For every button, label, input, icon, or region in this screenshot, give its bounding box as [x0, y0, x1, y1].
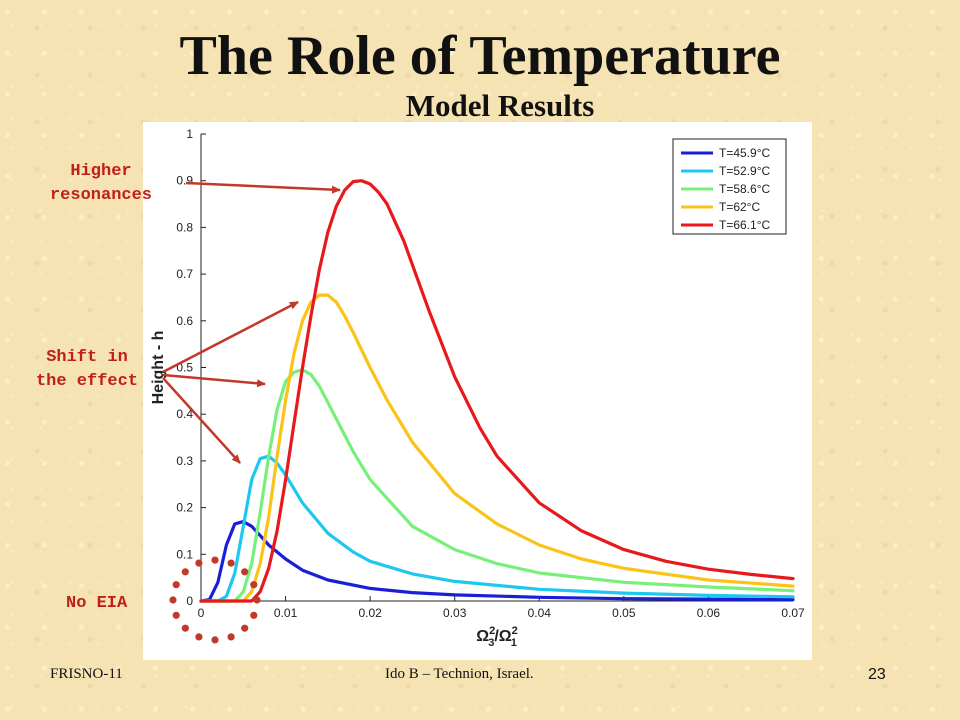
annotation-shift-line1: Shift in: [46, 348, 128, 367]
legend-entry: T=66.1°C: [719, 218, 770, 232]
y-tick-label: 0.3: [176, 454, 193, 468]
y-tick-label: 0.8: [176, 220, 193, 234]
legend-entry: T=62°C: [719, 200, 760, 214]
y-tick-label: 0.5: [176, 361, 193, 375]
annotation-higher-line2: resonances: [49, 186, 153, 205]
series-line-4: [199, 293, 795, 603]
x-tick-label: 0.07: [781, 606, 805, 620]
y-tick-label: 0: [186, 594, 193, 608]
series-line-5: [199, 179, 795, 603]
slide-title: The Role of Temperature: [179, 25, 781, 87]
x-tick-label: 0.06: [697, 606, 721, 620]
legend-entry: T=58.6°C: [719, 182, 770, 196]
x-tick-label: 0.04: [528, 606, 552, 620]
series-line-2: [199, 454, 795, 603]
y-tick-label: 0.2: [176, 501, 193, 515]
series-line-1: [199, 520, 795, 603]
y-tick-label: 1: [186, 127, 193, 141]
x-tick-label: 0.01: [274, 606, 298, 620]
annotation-higher-line1: Higher: [70, 162, 132, 181]
annotation-higher-resonances: Higher resonances: [26, 160, 176, 208]
y-tick-label: 0.9: [176, 174, 193, 188]
legend-entry: T=45.9°C: [719, 146, 770, 160]
footer-author: Ido B – Technion, Israel.: [385, 666, 534, 682]
legend-entry: T=52.9°C: [719, 164, 770, 178]
legend-box: [672, 138, 787, 235]
annotation-shift-effect: Shift in the effect: [12, 346, 162, 394]
x-tick-label: 0.02: [358, 606, 382, 620]
x-tick-label: 0: [198, 606, 205, 620]
footer-conference: FRISNO-11: [50, 666, 123, 682]
slide-subtitle: Model Results: [405, 88, 595, 123]
x-tick-label: 0.03: [443, 606, 467, 620]
y-tick-label: 0.1: [176, 547, 193, 561]
x-axis-label: Ω2 3/Ω2 1: [476, 625, 517, 649]
chart-panel: 0 0.1 0.2 0.3 0.4 0.5 0.6 0.7 0.8 0.9 1 0 0.01 0.02 0.…: [143, 122, 812, 660]
y-tick-label: 0.7: [176, 267, 193, 281]
series-line-3: [199, 368, 795, 603]
line-chart: 0 0.1 0.2 0.3 0.4 0.5 0.6 0.7 0.8 0.9 1 0 0.01 0.02 0.…: [150, 127, 805, 649]
y-tick-label: 0.6: [176, 314, 193, 328]
annotation-shift-line2: the effect: [35, 372, 139, 391]
page-number: 23: [868, 666, 886, 683]
annotation-no-eia: No EIA: [66, 594, 128, 613]
y-tick-label: 0.4: [176, 407, 193, 421]
x-tick-label: 0.05: [612, 606, 636, 620]
